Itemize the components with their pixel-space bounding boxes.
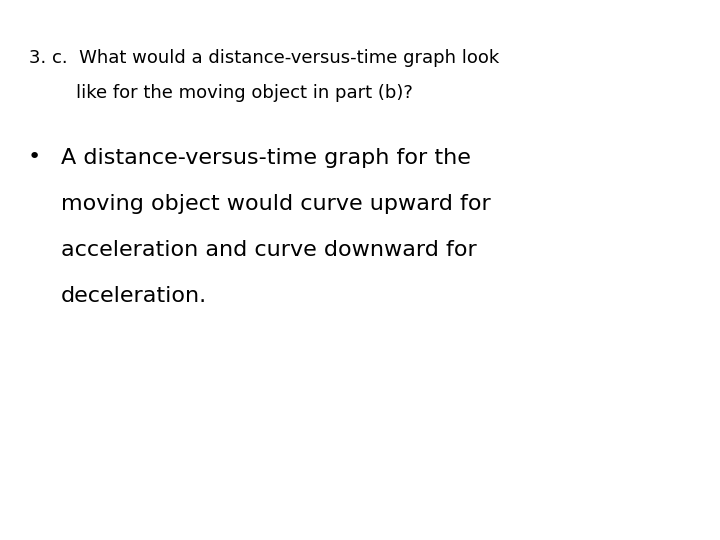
Text: like for the moving object in part (b)?: like for the moving object in part (b)?: [76, 84, 413, 102]
Text: acceleration and curve downward for: acceleration and curve downward for: [61, 240, 477, 260]
Text: moving object would curve upward for: moving object would curve upward for: [61, 194, 491, 214]
Text: 3. c.  What would a distance-versus-time graph look: 3. c. What would a distance-versus-time …: [29, 49, 499, 66]
Text: •: •: [27, 147, 40, 167]
Text: deceleration.: deceleration.: [61, 286, 207, 306]
Text: A distance-versus-time graph for the: A distance-versus-time graph for the: [61, 148, 471, 168]
